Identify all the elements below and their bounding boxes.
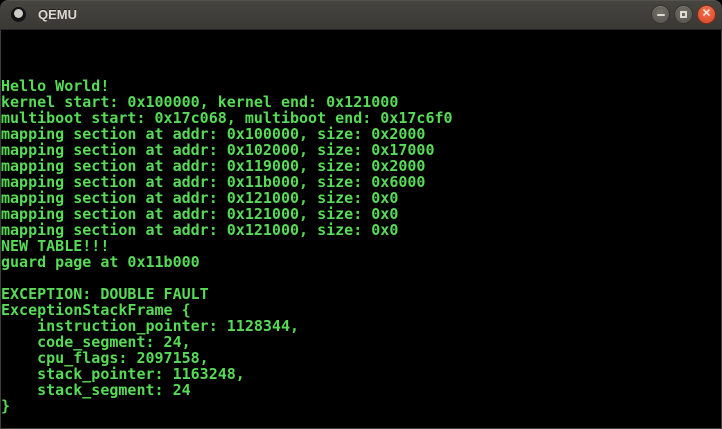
terminal-line: Hello World!: [1, 77, 110, 95]
terminal-line: mapping section at addr: 0x121000, size:…: [1, 221, 399, 239]
window-title: QEMU: [38, 7, 77, 22]
close-button[interactable]: ✕: [697, 5, 716, 24]
window-titlebar[interactable]: QEMU ✕: [0, 0, 722, 30]
terminal-line: instruction_pointer: 1128344,: [1, 317, 300, 335]
terminal-line: [1, 30, 721, 46]
terminal-line: [1, 414, 721, 428]
terminal-line: [1, 270, 721, 286]
minimize-icon: [656, 13, 665, 16]
terminal-line: code_segment: 24,: [1, 333, 191, 351]
window-controls: ✕: [651, 5, 716, 24]
terminal-display[interactable]: Hello World! kernel start: 0x100000, kern…: [0, 30, 722, 429]
terminal-line: EXCEPTION: DOUBLE FAULT: [1, 285, 209, 303]
maximize-button[interactable]: [674, 5, 693, 24]
terminal-line: stack_segment: 24: [1, 381, 191, 399]
terminal-line: cpu_flags: 2097158,: [1, 349, 209, 367]
terminal-line: mapping section at addr: 0x121000, size:…: [1, 189, 399, 207]
terminal-line: ExceptionStackFrame {: [1, 301, 191, 319]
minimize-button[interactable]: [651, 5, 670, 24]
maximize-icon: [680, 11, 687, 18]
terminal-line: mapping section at addr: 0x11b000, size:…: [1, 173, 426, 191]
qemu-app-icon: [11, 7, 26, 22]
terminal-line: }: [1, 397, 11, 415]
terminal-line: kernel start: 0x100000, kernel end: 0x12…: [1, 93, 399, 111]
terminal-line: mapping section at addr: 0x100000, size:…: [1, 125, 426, 143]
terminal-line: multiboot start: 0x17c068, multiboot end…: [1, 109, 453, 127]
terminal-line: [1, 62, 721, 78]
terminal-line: mapping section at addr: 0x102000, size:…: [1, 141, 435, 159]
terminal-line: guard page at 0x11b000: [1, 253, 200, 271]
terminal-line: NEW TABLE!!!: [1, 237, 110, 255]
terminal-line: mapping section at addr: 0x121000, size:…: [1, 205, 399, 223]
close-icon: ✕: [701, 7, 712, 20]
terminal-line: [1, 46, 721, 62]
terminal-line: stack_pointer: 1163248,: [1, 365, 245, 383]
terminal-line: mapping section at addr: 0x119000, size:…: [1, 157, 426, 175]
